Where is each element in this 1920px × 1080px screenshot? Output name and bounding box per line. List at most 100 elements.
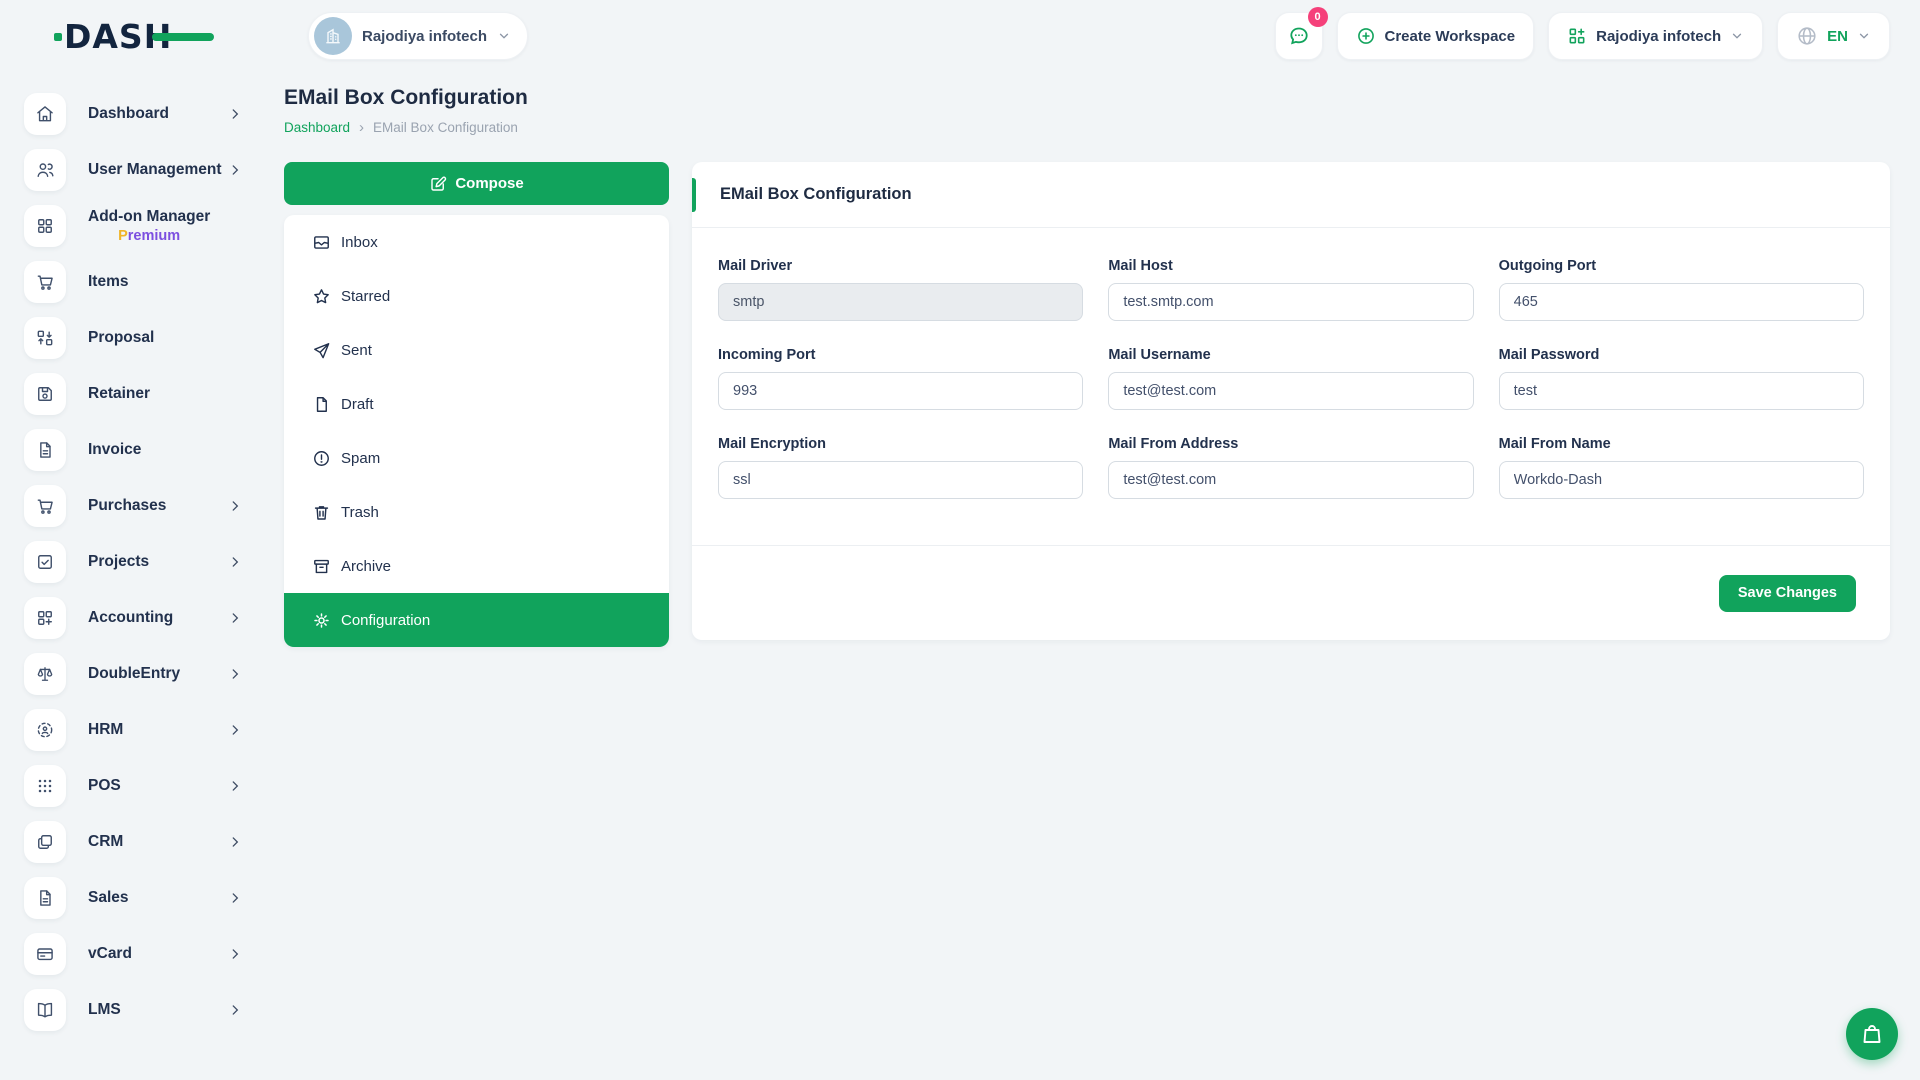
sidebar-item-dashboard[interactable]: Dashboard [24, 86, 284, 142]
cart-icon [24, 485, 66, 527]
field-mail-password: Mail Password [1498, 347, 1864, 410]
email-config-form: Mail Driver Mail Host Outgoing Port Inco… [692, 228, 1890, 545]
chevron-right-icon [232, 613, 239, 623]
chevron-right-icon [232, 109, 239, 119]
overlap-squares-icon [24, 821, 66, 863]
chevron-right-icon [232, 837, 239, 847]
card-title: EMail Box Configuration [720, 185, 912, 203]
sidebar-item-proposal[interactable]: Proposal [24, 310, 284, 366]
plus-circle-icon [1357, 28, 1374, 44]
book-icon [24, 989, 66, 1031]
addon-manager-label: Add-on Manager [88, 207, 211, 225]
mail-folder-list: Inbox Starred Sent Draft [284, 215, 669, 647]
document-icon [24, 877, 66, 919]
workspace-selector[interactable]: Rajodiya infotech [308, 12, 529, 60]
save-disk-icon [24, 373, 66, 415]
app-logo[interactable]: DASH [54, 14, 214, 58]
mail-nav-column: Compose Inbox Starred Sent [284, 162, 669, 647]
grid-plus-icon [24, 597, 66, 639]
page-title: EMail Box Configuration [284, 86, 528, 109]
sidebar-item-projects[interactable]: Projects [24, 534, 284, 590]
sidebar-item-retainer[interactable]: Retainer [24, 366, 284, 422]
target-icon [24, 709, 66, 751]
folder-archive[interactable]: Archive [284, 539, 669, 593]
chevron-right-icon [232, 781, 239, 791]
floating-shop-button[interactable] [1846, 1008, 1898, 1060]
sidebar-item-pos[interactable]: POS [24, 758, 284, 814]
folder-draft[interactable]: Draft [284, 377, 669, 431]
card-accent-bar [692, 178, 696, 212]
field-mail-driver: Mail Driver [718, 258, 1084, 321]
sidebar-item-addon-manager[interactable]: Add-on Manager Premium [24, 198, 284, 254]
chevron-down-icon [1733, 33, 1742, 39]
card-footer: Save Changes [692, 545, 1890, 640]
mail-host-input[interactable] [1108, 283, 1474, 321]
sidebar-item-crm[interactable]: CRM [24, 814, 284, 870]
sidebar-item-hrm[interactable]: HRM [24, 702, 284, 758]
sidebar-item-invoice[interactable]: Invoice [24, 422, 284, 478]
mail-password-input[interactable] [1498, 372, 1864, 410]
folder-inbox[interactable]: Inbox [284, 215, 669, 269]
messages-badge: 0 [1307, 7, 1328, 27]
file-icon [316, 396, 327, 412]
sidebar-item-doubleentry[interactable]: DoubleEntry [24, 646, 284, 702]
gear-icon [314, 612, 329, 628]
chevron-right-icon [232, 725, 239, 735]
compose-button[interactable]: Compose [284, 162, 669, 205]
field-mail-username: Mail Username [1108, 347, 1474, 410]
users-icon [24, 149, 66, 191]
chevron-down-icon [1859, 33, 1869, 39]
folder-trash[interactable]: Trash [284, 485, 669, 539]
home-icon [24, 93, 66, 135]
company-dropdown[interactable]: Rajodiya infotech [1548, 12, 1764, 60]
chevron-right-icon [232, 165, 239, 175]
sidebar-item-purchases[interactable]: Purchases [24, 478, 284, 534]
mail-encryption-input[interactable] [718, 461, 1084, 499]
sidebar-item-sales[interactable]: Sales [24, 870, 284, 926]
save-changes-button[interactable]: Save Changes [1718, 574, 1856, 612]
mail-from-name-input[interactable] [1498, 461, 1864, 499]
folder-starred[interactable]: Starred [284, 269, 669, 323]
mail-driver-input[interactable] [718, 283, 1084, 321]
chevron-right-icon [232, 557, 239, 567]
create-workspace-button[interactable]: Create Workspace [1336, 12, 1535, 60]
sidebar-item-vcard[interactable]: vCard [24, 926, 284, 982]
field-mail-from-address: Mail From Address [1108, 436, 1474, 499]
credit-card-icon [24, 933, 66, 975]
field-mail-encryption: Mail Encryption [718, 436, 1084, 499]
folder-sent[interactable]: Sent [284, 323, 669, 377]
field-outgoing-port: Outgoing Port [1498, 258, 1864, 321]
building-icon [326, 28, 340, 44]
top-bar: DASH Rajodiya infotech 0 Create Workspac… [0, 0, 1920, 72]
shopping-bag-icon [1863, 1025, 1881, 1043]
sidebar-item-lms[interactable]: LMS [24, 982, 284, 1038]
top-right-actions: 0 Create Workspace Rajodiya infotech EN [1274, 7, 1890, 60]
mail-encryption-label: Mail Encryption [718, 436, 826, 452]
incoming-port-input[interactable] [718, 372, 1084, 410]
field-incoming-port: Incoming Port [718, 347, 1084, 410]
chevron-right-icon [232, 669, 239, 679]
mail-password-label: Mail Password [1498, 347, 1600, 363]
outgoing-port-label: Outgoing Port [1498, 258, 1597, 274]
globe-icon [1798, 27, 1816, 45]
document-icon [24, 429, 66, 471]
breadcrumb-dashboard-link[interactable]: Dashboard [284, 120, 351, 135]
messages-button[interactable]: 0 [1274, 7, 1328, 60]
sidebar-item-items[interactable]: Items [24, 254, 284, 310]
chevron-right-icon [232, 949, 239, 959]
send-icon [314, 342, 330, 358]
incoming-port-label: Incoming Port [718, 347, 816, 363]
mail-username-input[interactable] [1108, 372, 1474, 410]
company-dropdown-label: Rajodiya infotech [1596, 27, 1722, 45]
folder-spam[interactable]: Spam [284, 431, 669, 485]
language-label: EN [1827, 27, 1848, 45]
sidebar-item-accounting[interactable]: Accounting [24, 590, 284, 646]
grid-plus-icon [1569, 28, 1585, 44]
mail-from-address-input[interactable] [1108, 461, 1474, 499]
sidebar-item-user-management[interactable]: User Management [24, 142, 284, 198]
breadcrumb-separator: › [359, 119, 365, 136]
language-selector[interactable]: EN [1777, 12, 1890, 60]
folder-configuration[interactable]: Configuration [284, 593, 669, 647]
outgoing-port-input[interactable] [1498, 283, 1864, 321]
alert-circle-icon [314, 450, 329, 466]
